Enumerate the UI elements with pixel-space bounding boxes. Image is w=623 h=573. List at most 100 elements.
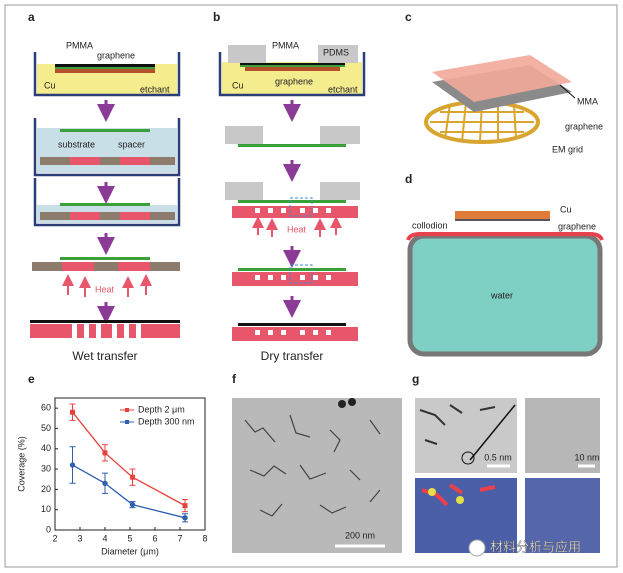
graphene xyxy=(238,144,346,147)
micrograph-f: 200 nm xyxy=(232,398,402,553)
spacer xyxy=(70,212,100,220)
x-tick-label: 5 xyxy=(127,533,132,543)
substrate xyxy=(232,272,358,286)
panel-label: c xyxy=(405,10,412,24)
caption: Dry transfer xyxy=(261,349,324,363)
panel-label: d xyxy=(405,172,412,186)
panel-label: a xyxy=(28,10,35,24)
graphene xyxy=(60,129,150,132)
y-tick-label: 60 xyxy=(41,403,51,413)
x-tick-label: 2 xyxy=(52,533,57,543)
substrate xyxy=(40,157,175,165)
cu xyxy=(245,67,340,71)
zoom-box xyxy=(289,264,313,284)
watermark-text: 材料分析与应用 xyxy=(490,539,581,554)
label: Cu xyxy=(560,204,572,214)
label: substrate xyxy=(58,139,95,149)
y-axis-title: Coverage (%) xyxy=(16,436,26,492)
y-tick-label: 40 xyxy=(41,443,51,453)
label: graphene xyxy=(97,50,135,60)
graphene xyxy=(238,323,346,326)
label: etchant xyxy=(328,84,358,94)
zoom-box xyxy=(289,197,313,217)
series-line xyxy=(72,464,186,519)
series-line xyxy=(71,411,186,507)
image xyxy=(525,478,600,553)
wet-transfer: PMMA graphene Cu etchant substrate space… xyxy=(30,40,181,363)
label: PMMA xyxy=(272,40,299,50)
pdms xyxy=(225,126,263,144)
scale-label: 200 nm xyxy=(345,530,375,540)
caption: Wet transfer xyxy=(72,349,137,363)
bath xyxy=(33,178,181,227)
point xyxy=(102,480,108,486)
label: etchant xyxy=(140,84,170,94)
y-tick-label: 10 xyxy=(41,504,51,514)
substrate xyxy=(32,262,180,271)
pdms xyxy=(320,126,360,144)
graphene xyxy=(55,67,155,69)
panel-label: f xyxy=(232,372,237,386)
graphene xyxy=(238,268,346,271)
label: Heat xyxy=(95,284,115,294)
x-tick-label: 7 xyxy=(177,533,182,543)
y-tick-label: 20 xyxy=(41,484,51,494)
panel-label: e xyxy=(28,372,35,386)
label: collodion xyxy=(412,220,448,230)
label: spacer xyxy=(118,139,145,149)
point xyxy=(129,501,136,508)
x-tick-label: 4 xyxy=(102,533,107,543)
label: Cu xyxy=(44,80,56,90)
pdms xyxy=(320,182,360,200)
spacer xyxy=(120,157,150,165)
grid-schematic: MMA graphene EM grid xyxy=(424,55,603,154)
bath xyxy=(33,118,181,177)
spacer xyxy=(118,262,150,271)
mma xyxy=(432,55,572,102)
graphene xyxy=(238,200,346,203)
image xyxy=(525,398,600,473)
graphene xyxy=(240,65,345,67)
spacer xyxy=(62,262,94,271)
point xyxy=(70,409,75,415)
watermark: 材料分析与应用 xyxy=(468,539,581,557)
graphene xyxy=(60,257,150,260)
y-tick-label: 50 xyxy=(41,423,51,433)
pointer xyxy=(559,84,576,99)
label: PMMA xyxy=(66,40,93,50)
x-tick-label: 3 xyxy=(77,533,82,543)
scale-label: 10 nm xyxy=(574,452,599,462)
water xyxy=(37,128,177,173)
y-tick-label: 0 xyxy=(46,524,51,534)
pdms xyxy=(225,182,263,200)
bath xyxy=(33,52,181,97)
graphene xyxy=(30,320,180,323)
pdms xyxy=(228,45,266,63)
legend-label: Depth 2 μm xyxy=(138,404,185,414)
panel-label: b xyxy=(213,10,220,24)
legend-label: Depth 300 nm xyxy=(138,416,195,426)
scale-label: 0.5 nm xyxy=(484,452,512,462)
point xyxy=(102,450,108,456)
micrograph-g: 0.5 nm 10 nm xyxy=(415,398,600,553)
label: water xyxy=(490,290,513,300)
point xyxy=(69,462,76,468)
label: graphene xyxy=(558,221,596,231)
image xyxy=(232,398,402,553)
point xyxy=(182,515,188,521)
x-tick-label: 6 xyxy=(152,533,157,543)
y-tick-label: 30 xyxy=(41,463,51,473)
panel-label: g xyxy=(412,372,419,386)
pmma xyxy=(240,63,345,65)
dry-transfer: PMMA PDMS Cu graphene etchant Heat Dry t… xyxy=(218,40,366,363)
pmma xyxy=(55,64,155,67)
label: EM grid xyxy=(552,144,583,154)
x-tick-label: 8 xyxy=(202,533,207,543)
image xyxy=(415,398,517,473)
bath xyxy=(218,52,366,97)
graphene xyxy=(60,203,150,206)
label: Heat xyxy=(287,224,307,234)
spacer xyxy=(70,157,100,165)
